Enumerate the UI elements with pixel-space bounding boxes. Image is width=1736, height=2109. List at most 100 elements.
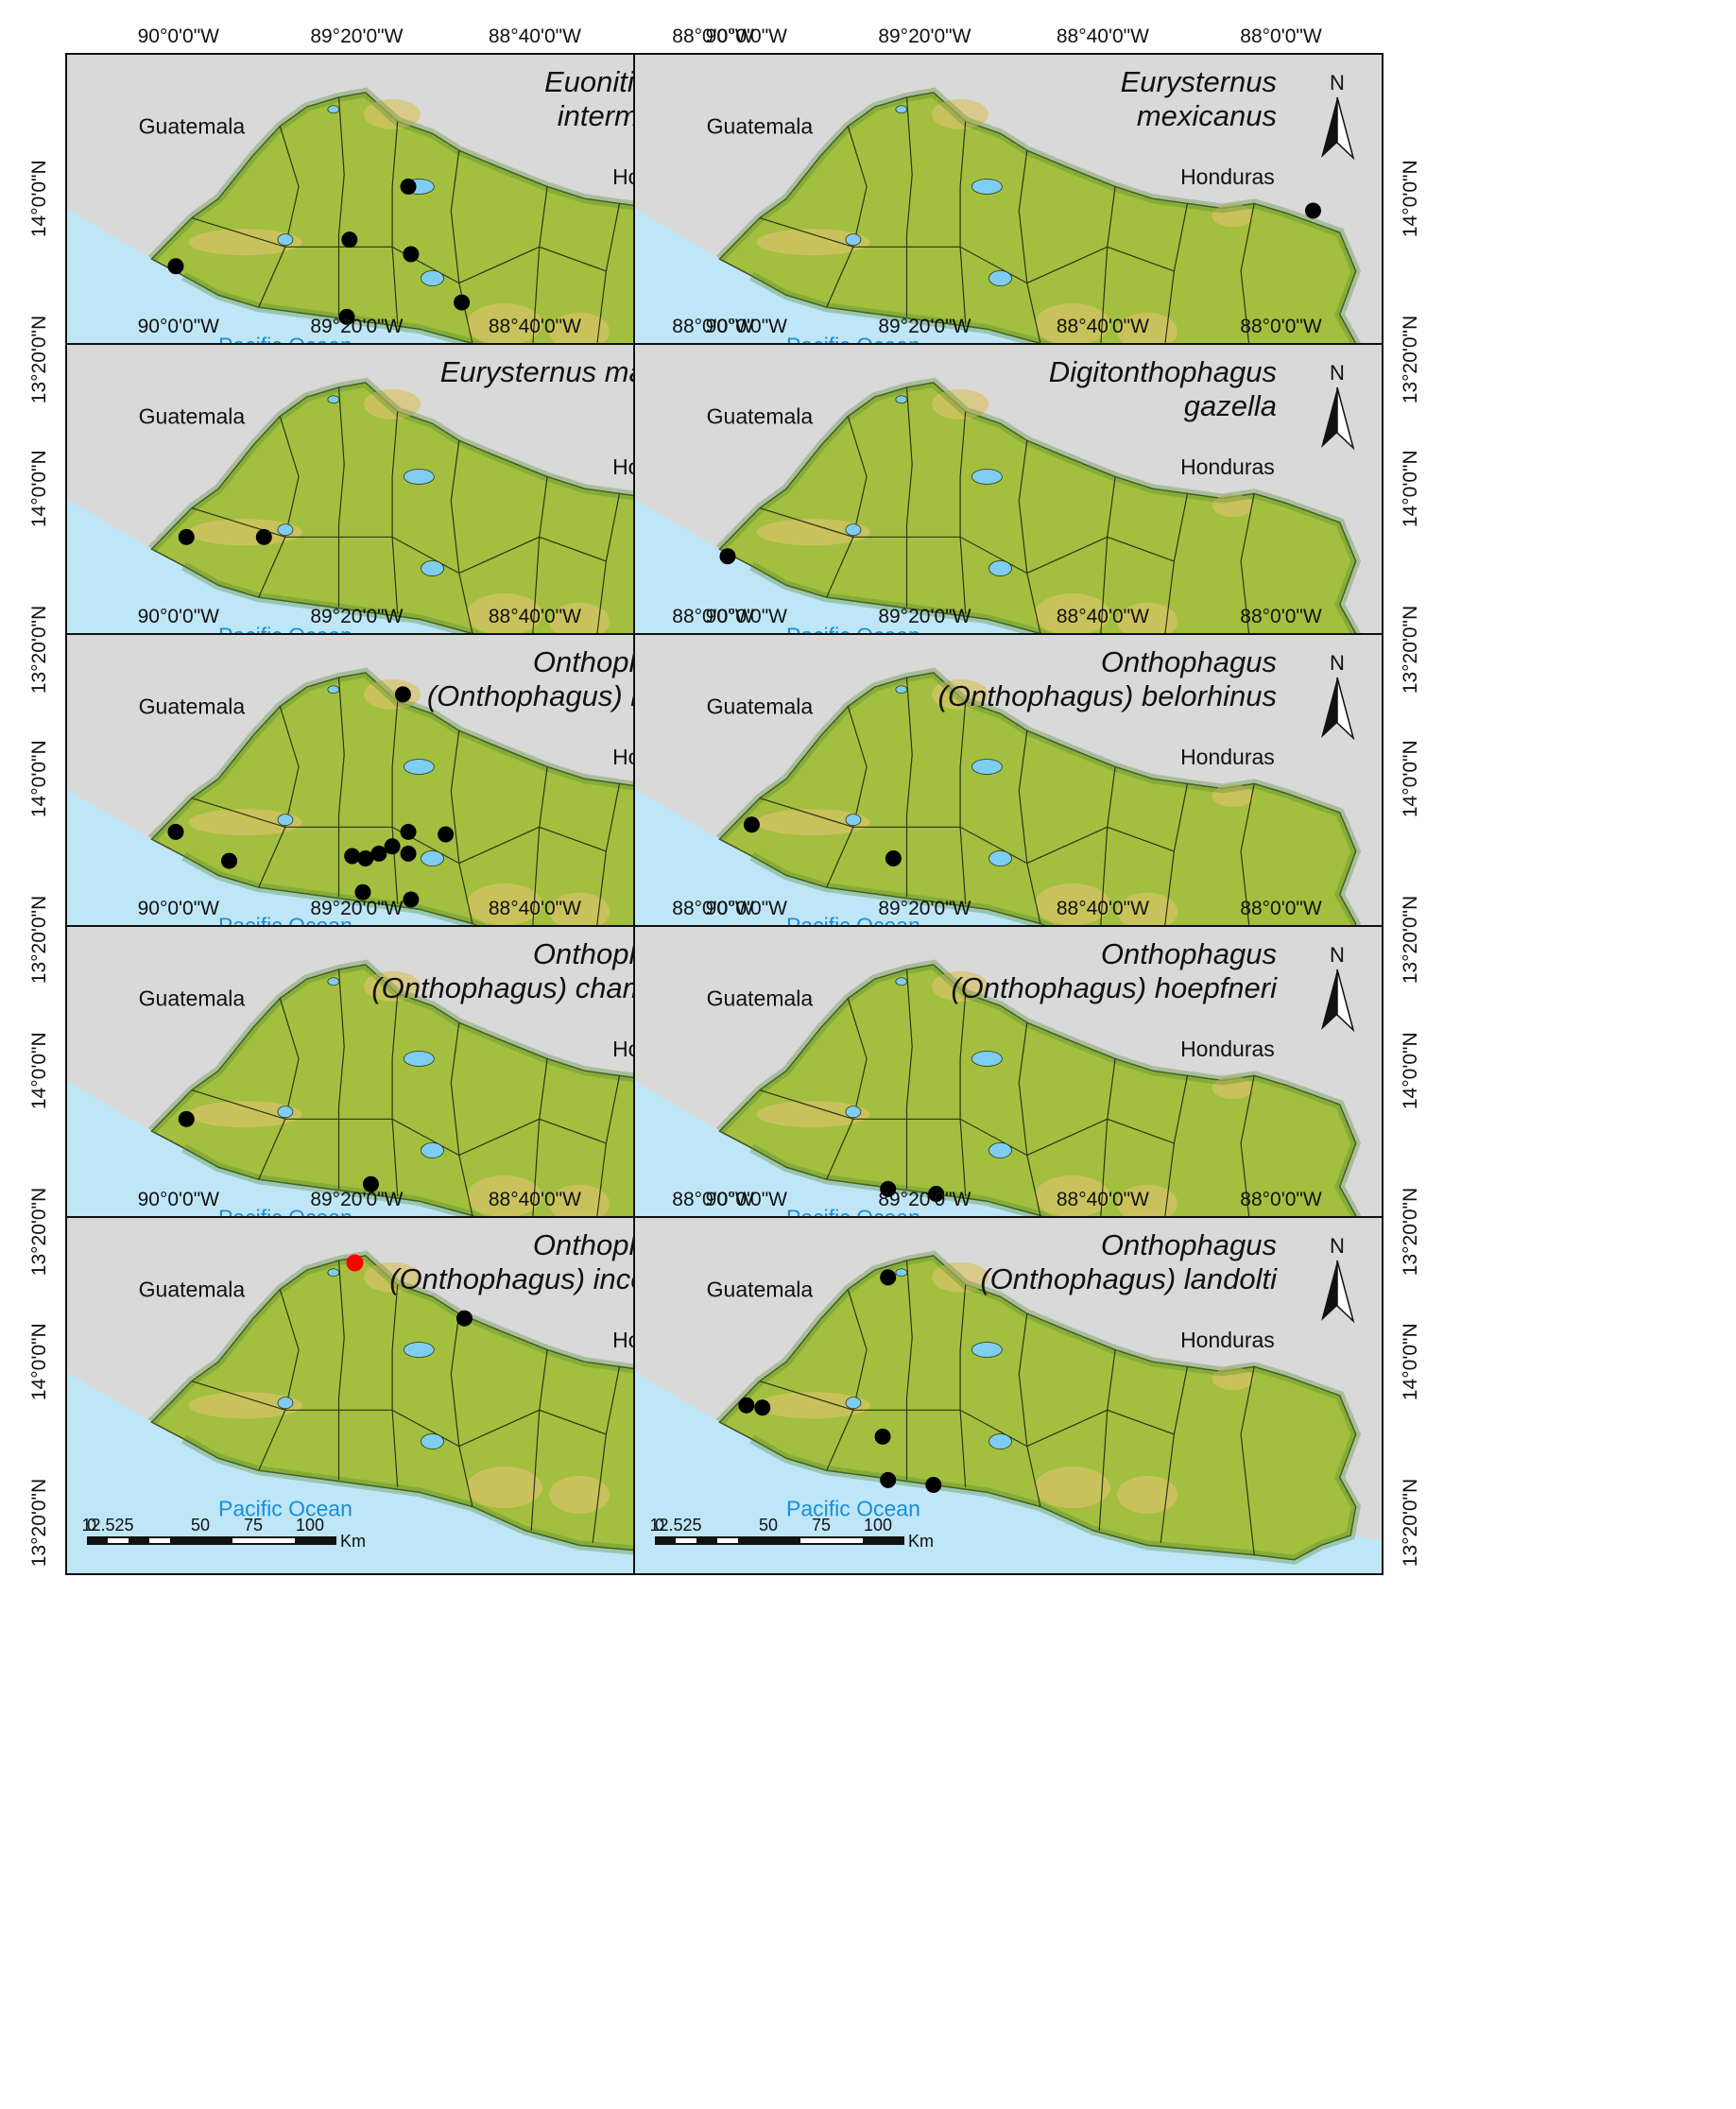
scale-bar-unit: Km [908,1532,934,1551]
latitude-tick-label: 13°20'0"N [28,316,50,403]
department-boundary [1018,1022,1041,1216]
scale-bar-number: 50 [191,1516,210,1535]
department-boundary [1018,1313,1041,1507]
elevation-relief [1212,1367,1254,1391]
occurrence-record-point [454,294,471,311]
species-name: Onthophagus [1101,645,1277,678]
scale-bar-number: 0 [87,1516,96,1535]
scale-bar-segment [108,1538,129,1543]
scale-bar-number: 12.525 [81,1516,133,1535]
occurrence-record-point [743,816,760,833]
department-boundary [391,1284,399,1488]
department-boundary [258,126,300,308]
department-boundary [592,783,621,960]
latitude-tick-label: 13°20'0"N [28,606,50,694]
longitude-tick-label: 90°0'0"W [138,316,220,337]
department-boundary [1018,730,1041,924]
latitude-tick-label: 13°20'0"N [28,1479,50,1567]
occurrence-record-point [928,1186,945,1202]
longitude-tick-label: 89°20'0"W [878,1189,971,1210]
guatemala-label: Guatemala [707,113,814,138]
scale-bar [655,1536,904,1545]
latitude-tick-label: 13°20'0"N [1400,316,1421,403]
longitude-tick-label: 89°20'0"W [310,898,403,919]
lake [988,850,1012,866]
scale-bar-number: 100 [864,1516,892,1535]
longitude-tick-label: 88°40'0"W [489,316,581,337]
elevation-relief [364,388,421,420]
north-arrow-icon [1336,1260,1355,1324]
scale-bar-segment [149,1538,170,1543]
department-boundary [759,507,1175,574]
el-salvador-land [718,672,1357,978]
lake [403,759,435,775]
occurrence-record-point [255,528,272,545]
lake [327,395,340,404]
lake [845,523,862,537]
elevation-relief [549,312,610,351]
lake [988,270,1012,286]
department-boundary [1160,783,1189,960]
lake [277,1106,294,1119]
guatemala-label: Guatemala [707,986,814,1010]
scale-bar-number: 0 [655,1516,664,1535]
department-boundary [258,416,300,598]
elevation-relief [1117,1475,1178,1514]
longitude-tick-label: 88°0'0"W [672,898,754,919]
longitude-tick-label: 90°0'0"W [706,316,788,337]
scale-bar-segment [676,1538,696,1543]
scale-bar-number: 100 [296,1516,324,1535]
lake [403,1051,435,1067]
lake [895,105,908,114]
latitude-tick-label: 14°0'0"N [28,160,50,237]
longitude-tick-label: 89°20'0"W [310,316,403,337]
lake [971,1051,1003,1067]
elevation-relief [188,1392,302,1419]
occurrence-record-point [880,1269,897,1286]
elevation-relief [756,809,870,836]
north-arrow-label: N [1330,71,1345,94]
longitude-tick-label: 88°40'0"W [489,1189,581,1210]
lake [895,1268,908,1277]
department-boundary [337,677,345,898]
department-boundary [1018,440,1041,634]
lake [971,759,1003,775]
lake [971,469,1003,485]
occurrence-record-point [400,823,417,840]
longitude-tick-label: 88°0'0"W [672,606,754,627]
occurrence-record-point [455,1310,473,1327]
latitude-tick-label: 14°0'0"N [28,1032,50,1109]
department-boundary [905,386,913,608]
latitude-tick-label: 13°20'0"N [28,896,50,984]
longitude-tick-label: 88°40'0"W [1057,606,1149,627]
elevation-relief [1212,1076,1254,1100]
latitude-tick-label: 14°0'0"N [28,740,50,817]
elevation-relief [1212,494,1254,518]
elevation-relief [364,678,421,710]
lake [421,1142,444,1158]
elevation-relief [1117,602,1178,641]
species-name: mexicanus [1137,99,1277,132]
lake [403,469,435,485]
longitude-tick-label: 89°20'0"W [310,606,403,627]
el-salvador-land [718,1255,1357,1561]
occurrence-record-point [754,1399,771,1416]
pacific-ocean-label: Pacific Ocean [786,1497,920,1521]
latitude-tick-label: 13°20'0"N [1400,606,1421,694]
longitude-tick-label: 90°0'0"W [138,606,220,627]
lake [895,977,908,986]
occurrence-record-point [1304,202,1321,219]
longitude-tick-label: 90°0'0"W [706,606,788,627]
elevation-relief [466,1466,542,1509]
species-name: Digitonthophagus [1049,355,1277,388]
north-arrow-icon [1321,97,1337,158]
department-boundary [191,797,607,865]
highlighted-record-point [346,1254,364,1272]
scale-bar-number: 50 [759,1516,778,1535]
honduras-label: Honduras [1180,745,1275,769]
department-boundary [191,217,607,284]
longitude-tick-label: 88°0'0"W [1240,316,1322,337]
lake [421,1433,444,1449]
department-boundary [391,411,399,615]
lake [971,1342,1003,1358]
